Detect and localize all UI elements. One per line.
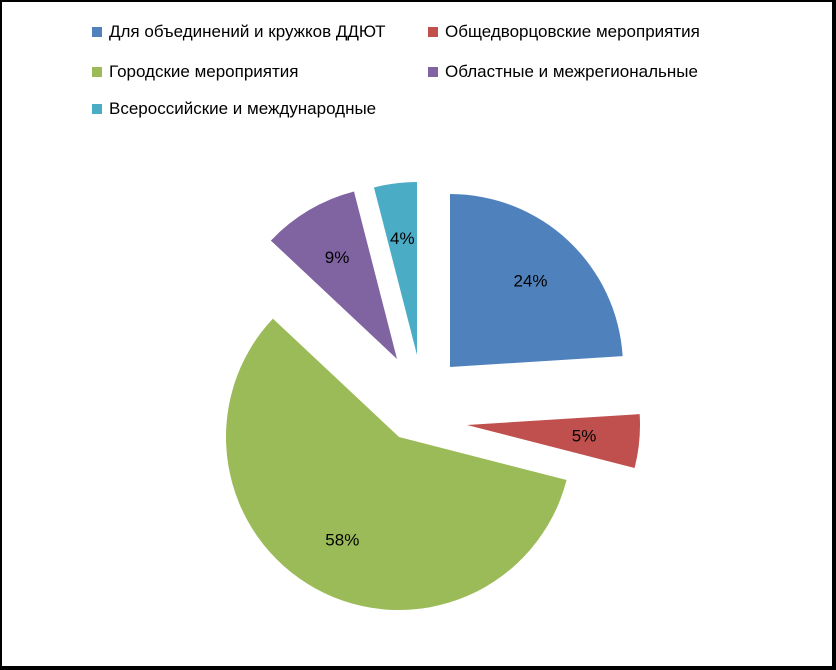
legend-label-palace-events: Общедворцовские мероприятия xyxy=(445,22,700,41)
legend-label-national: Всероссийские и международные xyxy=(109,99,377,118)
legend-item-regional: Областные и межрегиональные xyxy=(428,62,698,82)
pie-slice-ddut xyxy=(450,194,623,367)
data-label-palace-events: 5% xyxy=(572,427,597,446)
data-label-city-events: 58% xyxy=(325,531,359,550)
legend: Для объединений и кружков ДДЮТ Общедворц… xyxy=(2,2,836,132)
legend-swatch-national xyxy=(92,104,102,114)
legend-swatch-regional xyxy=(428,67,438,77)
data-label-national: 4% xyxy=(390,229,415,248)
pie-slice-national xyxy=(373,182,417,355)
legend-label-regional: Областные и межрегиональные xyxy=(445,62,698,81)
legend-item-city-events: Городские мероприятия xyxy=(92,62,299,82)
legend-label-ddut: Для объединений и кружков ДДЮТ xyxy=(109,22,386,41)
legend-swatch-palace-events xyxy=(428,27,438,37)
pie-slice-palace-events xyxy=(467,414,640,469)
pie-slice-regional xyxy=(270,191,397,359)
legend-label-city-events: Городские мероприятия xyxy=(109,62,299,81)
data-label-ddut: 24% xyxy=(513,272,547,291)
legend-item-national: Всероссийские и международные xyxy=(92,99,376,119)
legend-item-palace-events: Общедворцовские мероприятия xyxy=(428,22,700,42)
data-label-regional: 9% xyxy=(325,248,350,267)
pie-slice-city-events xyxy=(225,318,567,611)
legend-swatch-ddut xyxy=(92,27,102,37)
legend-item-ddut: Для объединений и кружков ДДЮТ xyxy=(92,22,386,42)
legend-swatch-city-events xyxy=(92,67,102,77)
